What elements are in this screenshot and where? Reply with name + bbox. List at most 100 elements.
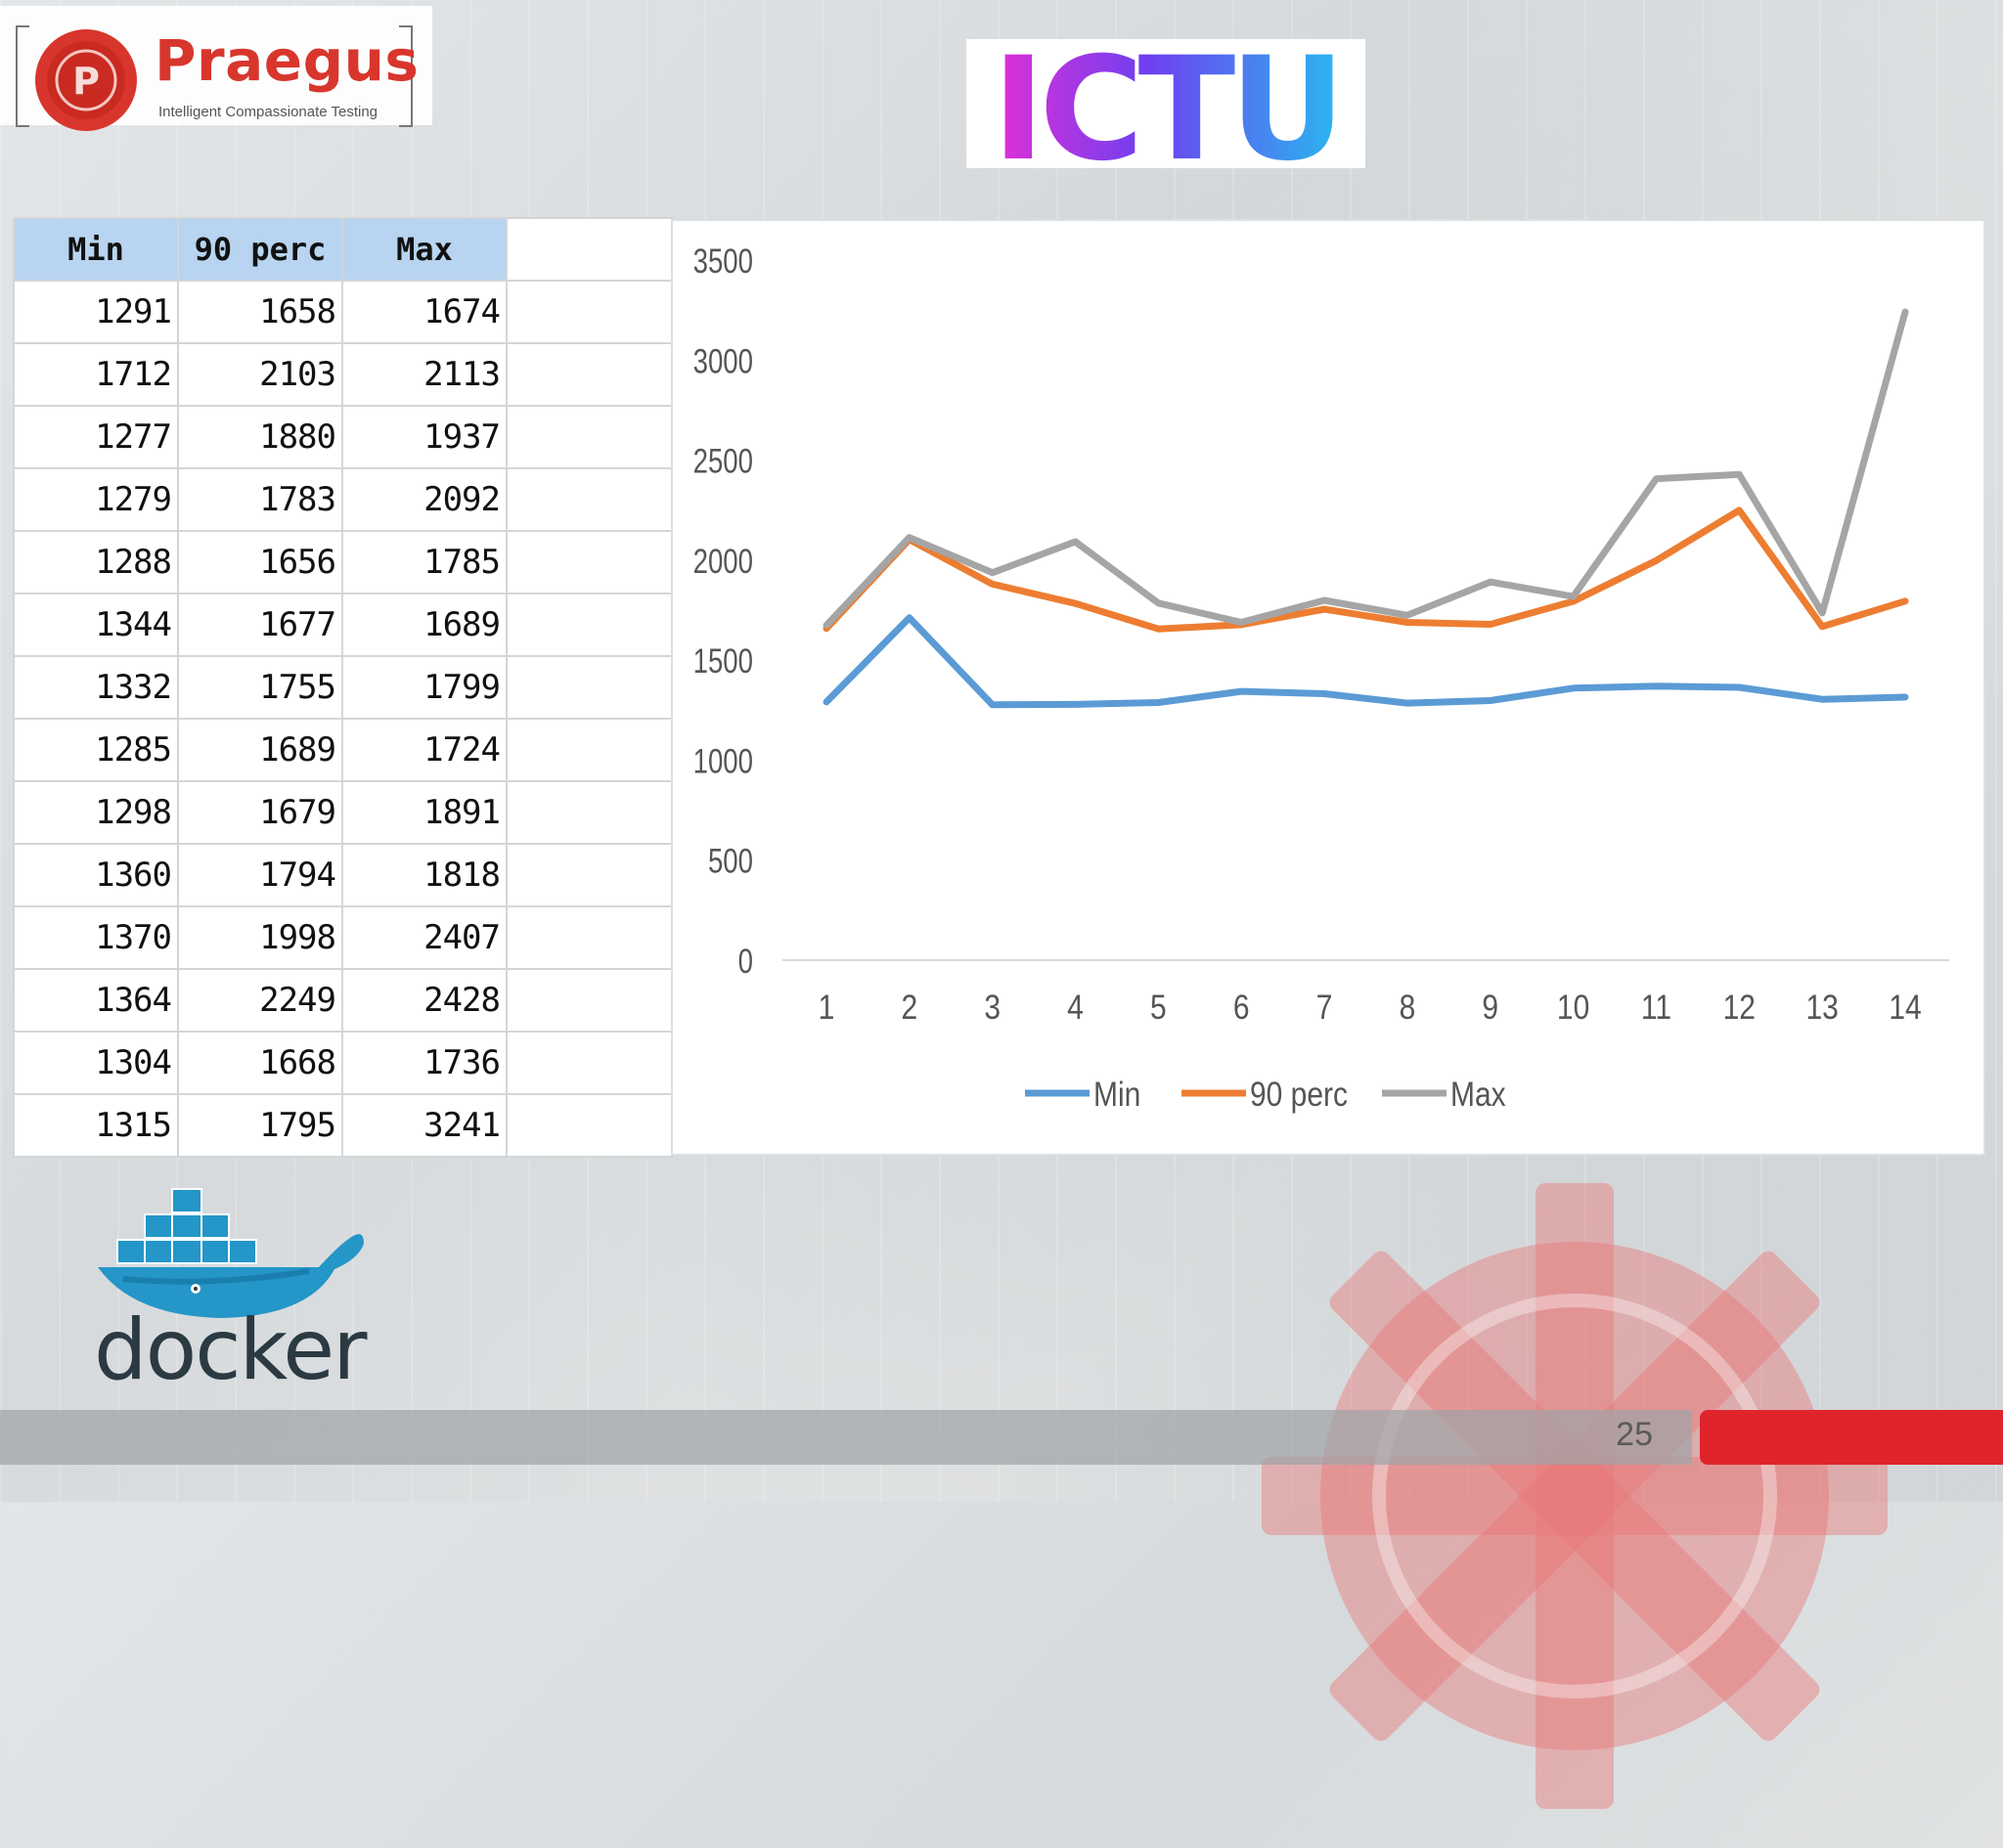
cell-max: 2407 [341, 905, 508, 970]
cell-max: 1689 [341, 593, 508, 657]
table-row: 1344 1677 1689 [13, 593, 674, 657]
empty-cell [506, 780, 674, 845]
cell-min: 1364 [13, 968, 179, 1033]
table-row: 1364 2249 2428 [13, 968, 674, 1033]
docker-whale-icon [98, 1188, 364, 1318]
table-row: 1288 1656 1785 [13, 530, 674, 594]
ictu-logo: ICTU [966, 26, 1365, 193]
x-tick-label: 9 [1482, 987, 1498, 1026]
table-row: 1279 1783 2092 [13, 467, 674, 532]
x-tick-label: 6 [1233, 987, 1250, 1026]
x-tick-label: 5 [1150, 987, 1167, 1026]
x-tick-label: 2 [902, 987, 918, 1026]
cell-90-perc: 2249 [177, 968, 343, 1033]
cell-90-perc: 1656 [177, 530, 343, 594]
cell-min: 1288 [13, 530, 179, 594]
y-tick-label: 500 [708, 841, 753, 880]
table-row: 1277 1880 1937 [13, 405, 674, 469]
cell-min: 1304 [13, 1031, 179, 1095]
ictu-wordmark: ICTU [992, 39, 1340, 168]
x-tick-label: 11 [1641, 987, 1671, 1026]
cell-min: 1332 [13, 655, 179, 720]
cell-90-perc: 1783 [177, 467, 343, 532]
praegus-wordmark: Praegus [155, 27, 420, 94]
table-row: 1304 1668 1736 [13, 1031, 674, 1095]
x-tick-label: 7 [1316, 987, 1333, 1026]
cell-max: 1736 [341, 1031, 508, 1095]
cell-90-perc: 1755 [177, 655, 343, 720]
y-tick-label: 3000 [693, 341, 753, 380]
praegus-seal-icon: P [33, 27, 139, 133]
footer-accent-bar [1700, 1410, 2003, 1465]
y-tick-label: 1000 [693, 741, 753, 780]
cell-max: 3241 [341, 1093, 508, 1158]
cell-min: 1285 [13, 718, 179, 782]
x-tick-label: 8 [1400, 987, 1416, 1026]
empty-cell [506, 968, 674, 1033]
chart-panel: 0 500 1000 1500 2000 2500 3000 3500 1 2 3 4 5 6 7 8 9 10 1… [671, 219, 1985, 1156]
cell-90-perc: 1998 [177, 905, 343, 970]
cell-min: 1279 [13, 467, 179, 532]
table-row: 1712 2103 2113 [13, 342, 674, 407]
cell-min: 1360 [13, 843, 179, 907]
seal-letter: P [72, 60, 100, 103]
empty-cell [506, 530, 674, 594]
y-tick-label: 2500 [693, 441, 753, 480]
table-header-row: Min 90 perc Max [13, 217, 674, 282]
empty-cell [506, 905, 674, 970]
cell-min: 1298 [13, 780, 179, 845]
column-header-90-perc: 90 perc [177, 217, 343, 282]
logo-bracket-left [16, 25, 29, 127]
empty-cell [506, 843, 674, 907]
y-tick-label: 0 [738, 942, 753, 981]
empty-header-cell [506, 217, 674, 282]
table-row: 1285 1689 1724 [13, 718, 674, 782]
table-row: 1332 1755 1799 [13, 655, 674, 720]
cell-min: 1291 [13, 280, 179, 344]
legend-label: 90 perc [1250, 1075, 1348, 1114]
column-header-min: Min [13, 217, 179, 282]
x-tick-label: 13 [1805, 987, 1838, 1026]
table-row: 1315 1795 3241 [13, 1093, 674, 1158]
empty-cell [506, 718, 674, 782]
cell-90-perc: 2103 [177, 342, 343, 407]
praegus-watermark [1262, 1183, 1888, 1809]
empty-cell [506, 1031, 674, 1095]
empty-cell [506, 405, 674, 469]
cell-90-perc: 1658 [177, 280, 343, 344]
x-tick-label: 1 [819, 987, 835, 1026]
empty-cell [506, 655, 674, 720]
empty-cell [506, 1093, 674, 1158]
docker-logo: docker [94, 1169, 368, 1396]
praegus-tagline: Intelligent Compassionate Testing [158, 104, 378, 120]
cell-max: 2428 [341, 968, 508, 1033]
cell-90-perc: 1794 [177, 843, 343, 907]
cell-min: 1712 [13, 342, 179, 407]
cell-max: 2092 [341, 467, 508, 532]
cell-max: 1785 [341, 530, 508, 594]
cell-90-perc: 1677 [177, 593, 343, 657]
praegus-logo: P Praegus Intelligent Compassionate Test… [0, 6, 432, 131]
y-tick-label: 2000 [693, 541, 753, 580]
cell-max: 1674 [341, 280, 508, 344]
cell-max: 1937 [341, 405, 508, 469]
x-tick-label: 14 [1889, 987, 1921, 1026]
legend-label: Max [1450, 1075, 1506, 1114]
cell-90-perc: 1795 [177, 1093, 343, 1158]
empty-cell [506, 280, 674, 344]
table-row: 1298 1679 1891 [13, 780, 674, 845]
cell-max: 1891 [341, 780, 508, 845]
cell-90-perc: 1689 [177, 718, 343, 782]
cell-min: 1344 [13, 593, 179, 657]
footer-bar [0, 1410, 1692, 1465]
page-number: 25 [1616, 1416, 1653, 1453]
x-tick-label: 3 [984, 987, 1001, 1026]
x-tick-label: 12 [1723, 987, 1756, 1026]
x-tick-label: 10 [1557, 987, 1589, 1026]
data-table: Min 90 perc Max 1291 1658 1674 1712 2103 2113… [13, 217, 674, 1158]
empty-cell [506, 467, 674, 532]
cell-max: 1799 [341, 655, 508, 720]
table-row: 1370 1998 2407 [13, 905, 674, 970]
legend-label: Min [1093, 1075, 1140, 1114]
